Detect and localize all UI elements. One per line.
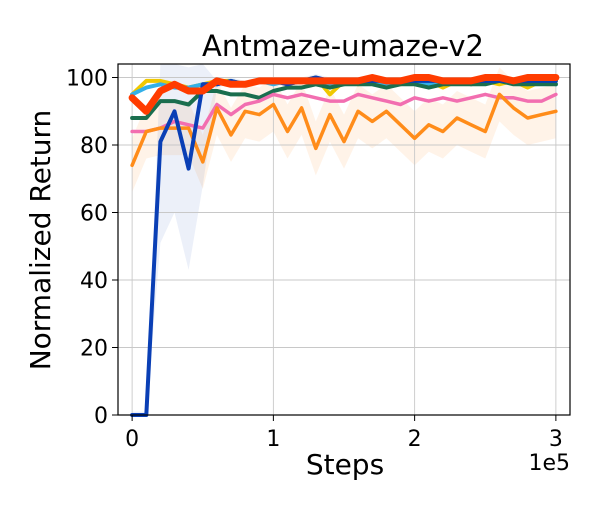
x-tick-label: 3 <box>549 427 563 452</box>
x-tick-label: 2 <box>408 427 422 452</box>
y-tick-label: 20 <box>80 337 108 362</box>
y-tick-label: 80 <box>80 134 108 159</box>
x-tick-label: 0 <box>125 427 139 452</box>
x-tick-label: 1 <box>266 427 280 452</box>
x-axis-label: Steps <box>306 448 384 481</box>
x-axis-ticks: 0 1 2 3 <box>125 415 563 452</box>
y-tick-label: 0 <box>94 404 108 429</box>
series-line-5 <box>130 92 558 168</box>
y-tick-label: 100 <box>66 67 108 92</box>
x-offset-label: 1e5 <box>528 451 570 476</box>
chart-title: Antmaze-umaze-v2 <box>202 29 484 63</box>
y-tick-label: 60 <box>80 202 108 227</box>
series-line-4 <box>130 92 558 134</box>
series-lines <box>128 74 560 417</box>
y-tick-label: 40 <box>80 269 108 294</box>
y-axis-ticks: 0 20 40 60 80 100 <box>66 67 118 429</box>
plot-frame <box>117 63 571 416</box>
y-axis-label: Normalized Return <box>24 110 57 371</box>
series-line-7 <box>128 74 560 115</box>
